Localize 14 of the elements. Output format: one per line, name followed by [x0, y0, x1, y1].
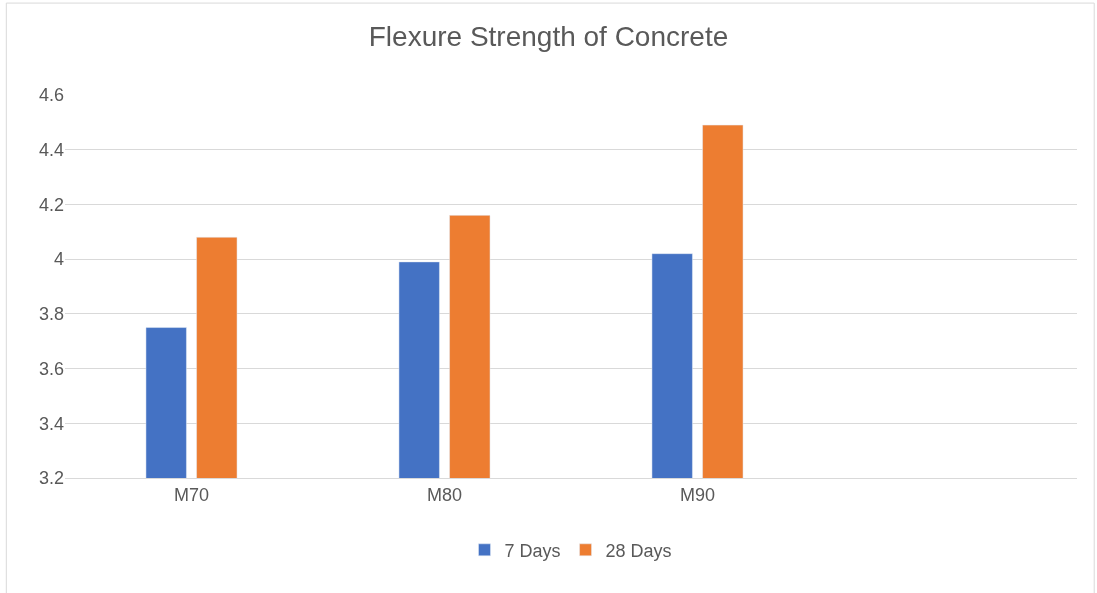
y-tick-label: 3.2 — [38, 468, 64, 489]
y-tick-label: 4.2 — [38, 194, 64, 215]
y-tick-label: 4 — [53, 249, 64, 270]
chart-title: Flexure Strength of Concrete — [368, 21, 729, 53]
y-tick-label: 3.6 — [38, 358, 64, 379]
x-tick-label: M90 — [679, 484, 716, 505]
legend-label: 7 Days — [504, 540, 561, 561]
x-tick-label: M80 — [426, 484, 463, 505]
y-tick-label: 4.6 — [38, 85, 64, 106]
x-tick-label: M70 — [173, 484, 210, 505]
y-tick-label: 3.8 — [38, 304, 64, 325]
y-tick-label: 4.4 — [38, 140, 64, 161]
y-tick-label: 3.4 — [38, 413, 64, 434]
legend-label: 28 Days — [605, 540, 672, 561]
